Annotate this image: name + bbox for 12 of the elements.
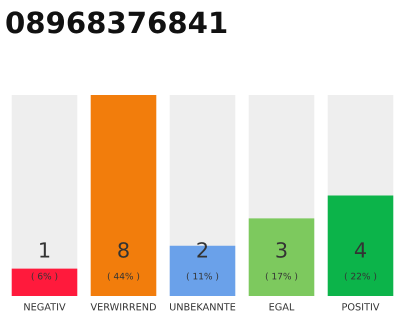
data-label: 2 ( 11% ) (186, 242, 218, 281)
x-tick-label: NEGATIV (24, 303, 66, 310)
x-tick-label: POSITIV (342, 303, 380, 310)
data-label: 4 ( 22% ) (344, 242, 376, 281)
data-label: 8 ( 44% ) (108, 242, 140, 281)
chart-title: 08968376841 (6, 11, 226, 34)
x-tick-label: VERWIRREND (90, 303, 156, 310)
data-label: 1 ( 6% ) (32, 242, 58, 281)
x-tick-label: UNBEKANNTE (170, 303, 236, 310)
bar (12, 268, 78, 296)
x-tick-label: EGAL (270, 303, 294, 310)
data-label: 3 ( 17% ) (266, 242, 298, 281)
